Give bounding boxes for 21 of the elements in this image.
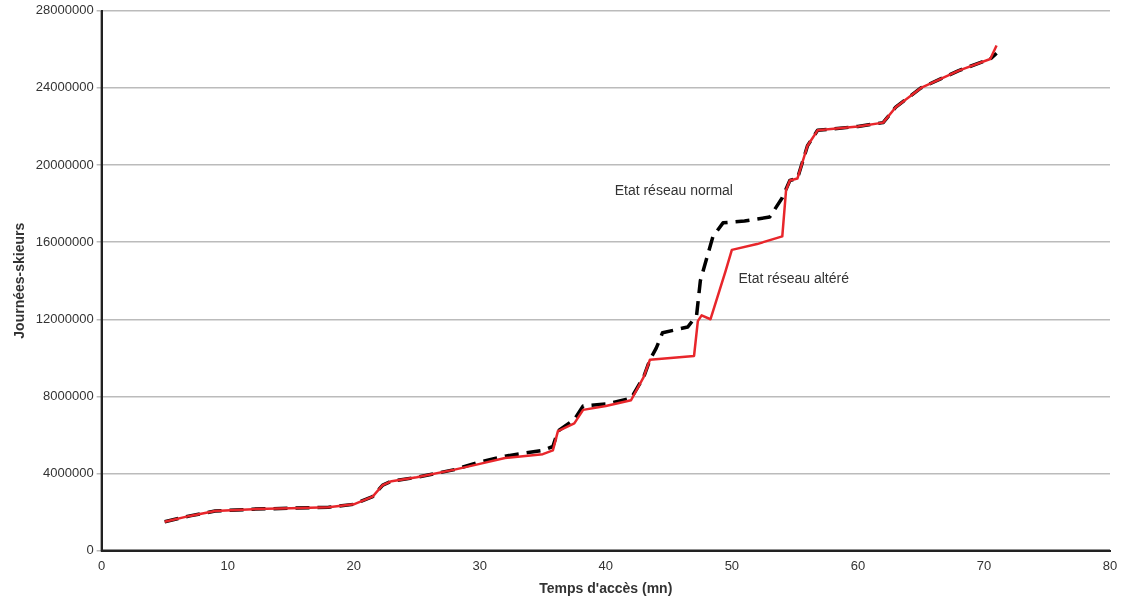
series-label: Etat réseau normal: [614, 182, 733, 199]
y-tick-label: 12000000: [35, 310, 94, 326]
x-tick-label: 30: [472, 557, 488, 573]
x-tick-label: 0: [98, 557, 106, 573]
series-label: Etat réseau altéré: [738, 270, 850, 287]
y-tick-label: 16000000: [35, 233, 94, 249]
y-tick-label: 28000000: [35, 2, 94, 18]
y-tick-label: 8000000: [43, 387, 94, 403]
y-tick-label: 24000000: [35, 79, 94, 95]
x-tick-label: 80: [1102, 557, 1118, 573]
y-tick-label: 4000000: [43, 465, 94, 481]
x-tick-label: 40: [598, 557, 614, 573]
x-axis-title: Temps d'accès (mn): [539, 580, 673, 597]
x-tick-label: 10: [220, 557, 235, 573]
x-tick-label: 60: [850, 557, 866, 573]
y-tick-label: 20000000: [35, 156, 94, 172]
x-tick-label: 50: [724, 557, 740, 573]
y-axis-title: Journées-skieurs: [11, 222, 28, 339]
y-tick-label: 0: [86, 542, 94, 558]
x-tick-label: 70: [976, 557, 992, 573]
x-tick-label: 20: [346, 557, 361, 573]
